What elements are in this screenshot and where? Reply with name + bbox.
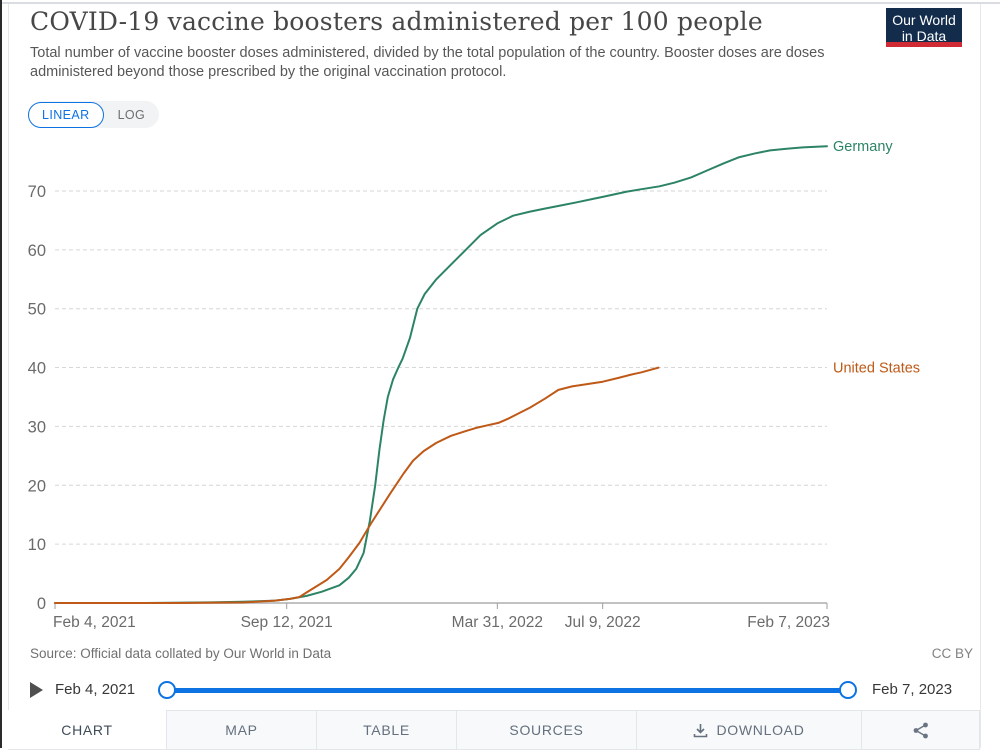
tab-chart[interactable]: CHART [8, 710, 167, 750]
page-title: COVID-19 vaccine boosters administered p… [30, 7, 763, 36]
tab-map[interactable]: MAP [167, 710, 317, 750]
chart-svg: 0 10 20 30 40 50 60 70 Feb 4, 2021 Sep 12, 2021 Ma… [28, 139, 920, 631]
scale-toggle: LINEAR LOG [28, 101, 160, 128]
tab-sources[interactable]: SOURCES [457, 710, 637, 750]
chart-subtitle: Total number of vaccine booster doses ad… [30, 45, 825, 80]
svg-text:70: 70 [28, 183, 46, 201]
svg-text:30: 30 [28, 418, 46, 436]
owid-logo-line1: Our World [892, 12, 956, 28]
timeline-start-label[interactable]: Feb 4, 2021 [55, 681, 136, 698]
chart-frame-border-left [8, 4, 9, 748]
license-text[interactable]: CC BY [931, 646, 973, 661]
chart-frame-border-right [980, 4, 981, 748]
window-top-line [0, 2, 1000, 4]
tab-download-label: DOWNLOAD [716, 722, 805, 738]
timeline-slider-track[interactable] [158, 681, 857, 699]
svg-text:Feb 7, 2023: Feb 7, 2023 [747, 614, 830, 631]
tab-sources-label: SOURCES [509, 722, 584, 738]
line-germany [54, 145, 828, 604]
svg-text:Jul 9, 2022: Jul 9, 2022 [565, 614, 641, 631]
timeline-end-label[interactable]: Feb 7, 2023 [872, 681, 953, 698]
source-text[interactable]: Source: Official data collated by Our Wo… [30, 646, 332, 661]
tab-map-label: MAP [225, 722, 258, 738]
svg-text:Mar 31, 2022: Mar 31, 2022 [452, 614, 543, 631]
svg-text:10: 10 [28, 536, 46, 554]
timeline-handle-start[interactable] [158, 681, 176, 699]
window-left-edge [0, 0, 2, 748]
download-icon [694, 723, 708, 737]
svg-text:Sep 12, 2021: Sep 12, 2021 [241, 614, 333, 631]
timeline-handle-end[interactable] [839, 681, 857, 699]
tab-share[interactable] [862, 710, 980, 750]
owid-logo[interactable]: Our World in Data [886, 8, 962, 47]
tab-table-label: TABLE [363, 722, 410, 738]
log-scale-button[interactable]: LOG [117, 107, 146, 122]
timeline: Feb 4, 2021 Feb 7, 2023 [0, 676, 1000, 706]
svg-text:50: 50 [28, 301, 46, 319]
tab-chart-label: CHART [61, 721, 113, 738]
svg-text:60: 60 [28, 242, 46, 260]
series-label-united-states: United States [833, 361, 920, 377]
svg-text:Feb 4, 2021: Feb 4, 2021 [53, 614, 136, 631]
linear-scale-button[interactable]: LINEAR [28, 101, 104, 128]
svg-text:20: 20 [28, 477, 46, 495]
play-icon[interactable] [30, 682, 43, 698]
share-icon [913, 722, 928, 738]
owid-logo-line2: in Data [901, 28, 947, 44]
series-label-germany: Germany [833, 139, 893, 155]
tab-bar: CHART MAP TABLE SOURCES DOWNLOAD [8, 710, 980, 750]
tab-download[interactable]: DOWNLOAD [637, 710, 862, 750]
svg-text:0: 0 [37, 595, 46, 613]
line-united-states [54, 366, 660, 604]
svg-text:40: 40 [28, 360, 46, 378]
tab-table[interactable]: TABLE [317, 710, 457, 750]
source-row: Source: Official data collated by Our Wo… [30, 646, 973, 661]
